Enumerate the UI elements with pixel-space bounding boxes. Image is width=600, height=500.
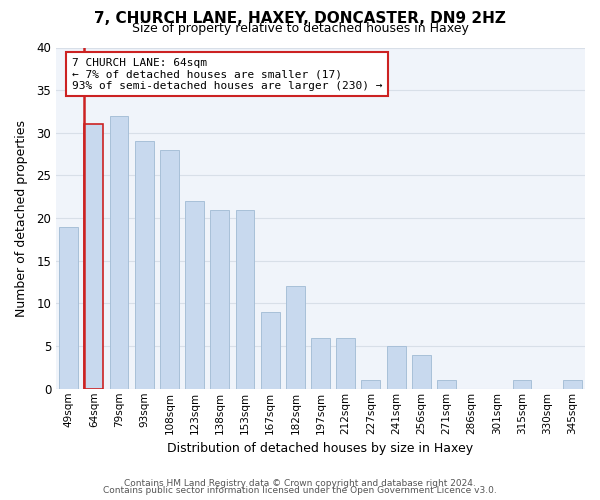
Bar xyxy=(85,124,103,389)
Bar xyxy=(135,142,154,389)
Bar xyxy=(59,226,78,389)
Bar xyxy=(185,201,204,389)
Bar xyxy=(361,380,380,389)
Text: Contains public sector information licensed under the Open Government Licence v3: Contains public sector information licen… xyxy=(103,486,497,495)
Bar xyxy=(261,312,280,389)
Bar xyxy=(437,380,456,389)
Bar xyxy=(211,210,229,389)
Text: 7 CHURCH LANE: 64sqm
← 7% of detached houses are smaller (17)
93% of semi-detach: 7 CHURCH LANE: 64sqm ← 7% of detached ho… xyxy=(72,58,382,91)
Bar xyxy=(236,210,254,389)
Bar xyxy=(286,286,305,389)
Bar xyxy=(386,346,406,389)
Bar xyxy=(563,380,582,389)
Bar xyxy=(512,380,532,389)
Text: Size of property relative to detached houses in Haxey: Size of property relative to detached ho… xyxy=(131,22,469,35)
Bar xyxy=(336,338,355,389)
Bar xyxy=(412,354,431,389)
X-axis label: Distribution of detached houses by size in Haxey: Distribution of detached houses by size … xyxy=(167,442,473,455)
Y-axis label: Number of detached properties: Number of detached properties xyxy=(15,120,28,316)
Bar xyxy=(160,150,179,389)
Bar xyxy=(110,116,128,389)
Text: 7, CHURCH LANE, HAXEY, DONCASTER, DN9 2HZ: 7, CHURCH LANE, HAXEY, DONCASTER, DN9 2H… xyxy=(94,11,506,26)
Bar xyxy=(311,338,330,389)
Text: Contains HM Land Registry data © Crown copyright and database right 2024.: Contains HM Land Registry data © Crown c… xyxy=(124,478,476,488)
